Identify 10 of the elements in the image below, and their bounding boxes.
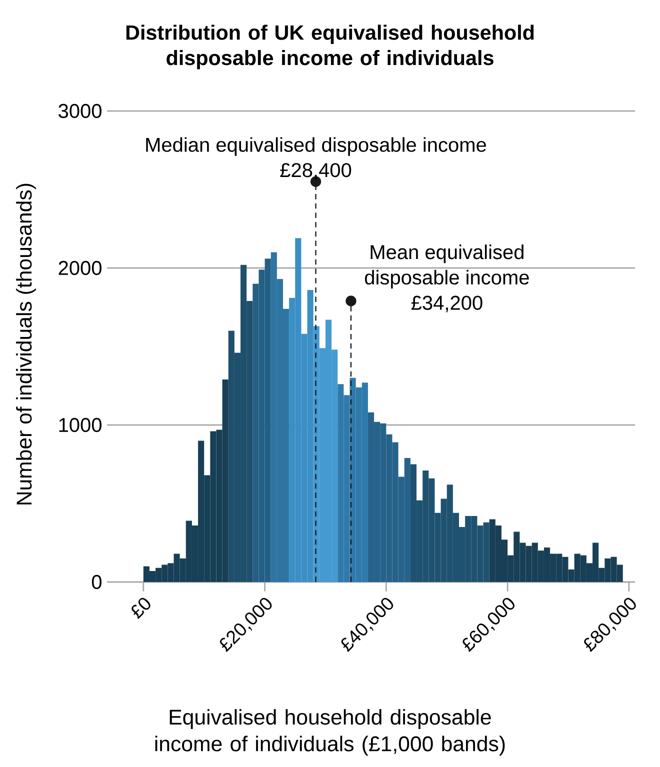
annotation: Mean equivalised disposable income £34,200 [364, 244, 529, 312]
y-axis-title: Number of individuals (thousands) [16, 184, 36, 504]
x-axis-title: Equivalised household disposable income of individuals (£1,000 bands) [155, 709, 505, 756]
annotation: Median equivalised disposable income £28,400 [146, 137, 486, 180]
y-tick-label: 0 [92, 574, 102, 590]
y-tick-label: 3000 [58, 104, 102, 118]
y-tick-label: 2000 [58, 260, 102, 276]
chart-title: Distribution of UK equivalised household disposable income of individuals [126, 24, 534, 70]
y-tick-label: 1000 [59, 418, 102, 432]
x-tick-label: £0 [132, 598, 150, 619]
